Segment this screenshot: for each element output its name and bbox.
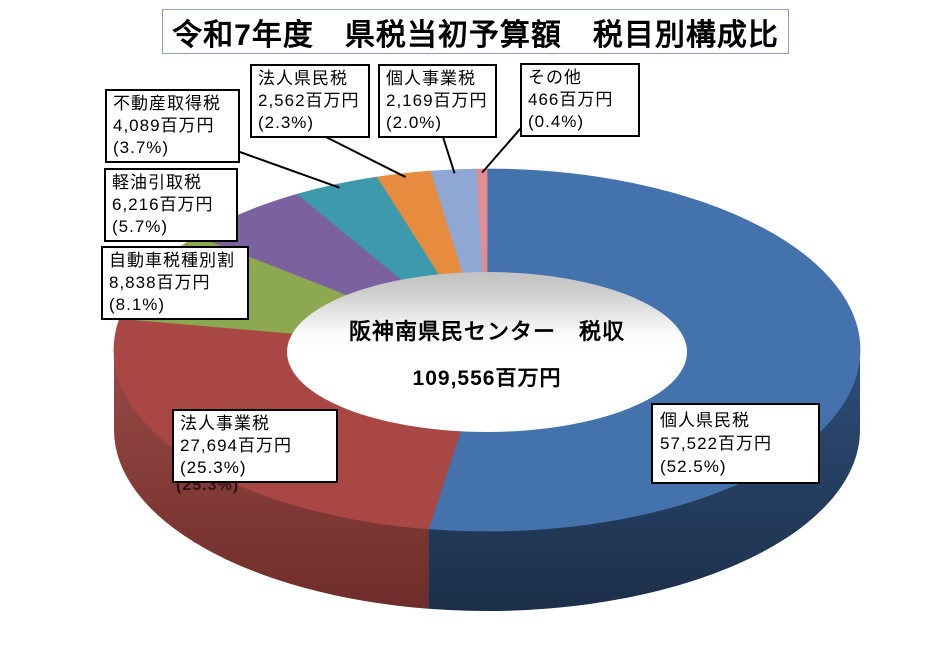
callout-percent: (8.1%) <box>109 295 166 314</box>
callout-label: 法人事業税 <box>180 414 270 433</box>
callout-percent: (2.3%) <box>258 113 315 132</box>
center-label-line2: 109,556百万円 <box>412 367 562 390</box>
callout-label: 軽油引取税 <box>112 173 202 192</box>
pie-slice-side-1 <box>114 350 429 609</box>
callout-percent: (5.7%) <box>112 217 169 236</box>
callout-value: 4,089百万円 <box>113 116 215 135</box>
leader-line-5 <box>321 134 407 178</box>
center-label-line1: 阪神南県民センター 税収 <box>348 319 625 344</box>
callout-percent: (0.4%) <box>528 112 585 131</box>
callout-automobile-tax: 自動車税種別割 8,838百万円 (8.1%) <box>101 246 249 320</box>
callout-label: 個人事業税 <box>386 69 476 88</box>
donut-center-label: 阪神南県民センター 税収 109,556百万円 <box>287 314 687 392</box>
callout-value: 6,216百万円 <box>112 195 214 214</box>
donut-hole <box>287 272 687 432</box>
callout-real-estate-acquisition-tax: 不動産取得税 4,089百万円 (3.7%) <box>105 89 240 163</box>
callout-label: 個人県民税 <box>660 411 750 430</box>
callout-percent: (52.5%) <box>660 457 727 476</box>
callout-value: 27,694百万円 <box>180 436 292 455</box>
leader-line-6 <box>442 136 456 174</box>
callout-value: 466百万円 <box>528 90 614 109</box>
callout-label: 法人県民税 <box>258 69 348 88</box>
callout-value: 2,169百万円 <box>386 91 488 110</box>
callout-label: その他 <box>528 68 582 87</box>
callout-value: 8,838百万円 <box>109 273 211 292</box>
callout-percent: (3.7%) <box>113 138 170 157</box>
callout-percent: (25.3%) <box>180 458 247 477</box>
pie-slice-side-0 <box>428 350 860 612</box>
callout-diesel-oil-delivery-tax: 軽油引取税 6,216百万円 (5.7%) <box>104 168 238 242</box>
callout-label: 不動産取得税 <box>113 94 221 113</box>
callout-corporate-business-tax: 法人事業税 27,694百万円 (25.3%) <box>172 409 338 483</box>
callout-other-taxes: その他 466百万円 (0.4%) <box>520 63 640 137</box>
callout-personal-prefectural-tax: 個人県民税 57,522百万円 (52.5%) <box>651 403 820 484</box>
chart-title: 令和7年度 県税当初予算額 税目別構成比 <box>162 9 789 54</box>
callout-value: 57,522百万円 <box>660 434 772 453</box>
callout-corporate-prefectural-tax: 法人県民税 2,562百万円 (2.3%) <box>250 64 370 138</box>
leader-line-7 <box>481 127 522 174</box>
callout-label: 自動車税種別割 <box>109 251 235 270</box>
callout-personal-business-tax: 個人事業税 2,169百万円 (2.0%) <box>378 64 497 138</box>
callout-value: 2,562百万円 <box>258 91 360 110</box>
callout-percent: (2.0%) <box>386 113 443 132</box>
leader-line-4 <box>239 151 340 189</box>
